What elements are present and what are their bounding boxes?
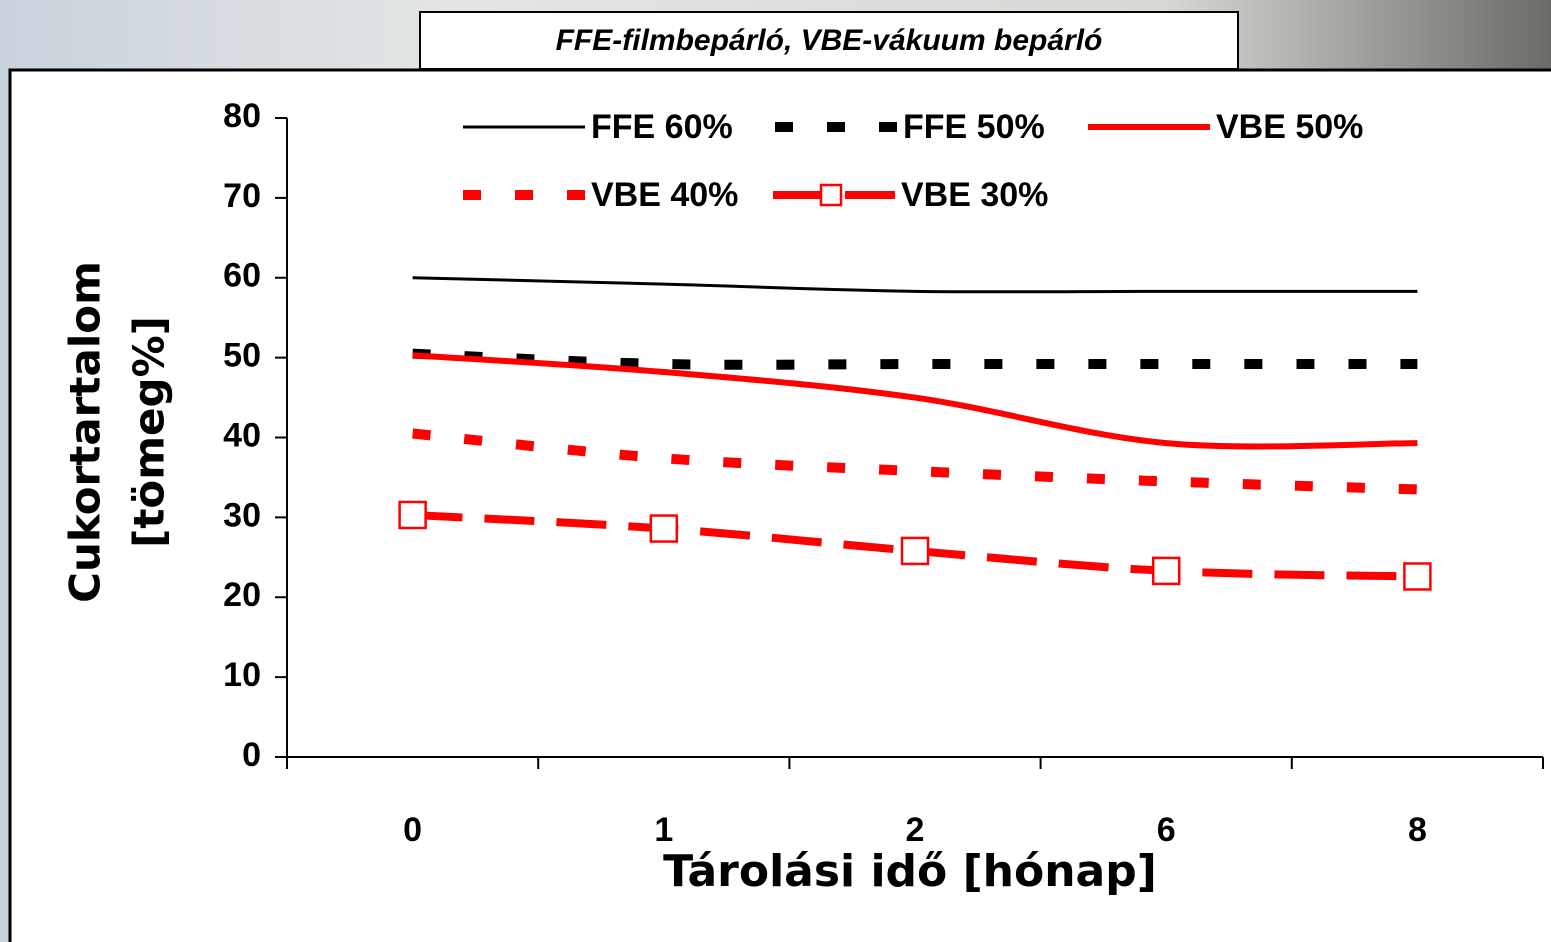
legend-label: VBE 30% (901, 176, 1048, 214)
y-tick-label: 20 (223, 576, 261, 614)
marker (398, 500, 427, 530)
marker (649, 514, 679, 543)
legend-marker (819, 183, 843, 207)
series-line (412, 352, 1418, 450)
x-tick-label: 8 (1408, 811, 1427, 849)
series-line (412, 276, 1418, 294)
marker (1403, 562, 1432, 591)
y-axis-label: Cukortartalom (61, 261, 110, 603)
y-tick-label: 80 (223, 97, 261, 135)
legend-label: VBE 40% (591, 176, 738, 214)
marker (1151, 556, 1181, 586)
x-tick-label: 6 (1157, 811, 1176, 849)
legend-label: VBE 50% (1216, 108, 1363, 146)
legend-label: FFE 50% (903, 108, 1045, 146)
y-axis-label: [tömeg%] (125, 316, 174, 548)
series-line (412, 428, 1418, 495)
x-tick-label: 0 (403, 811, 422, 849)
y-tick-label: 0 (242, 736, 261, 774)
y-tick-label: 60 (223, 257, 261, 295)
title-box (419, 11, 1239, 70)
series-line (412, 510, 1418, 581)
y-tick-label: 70 (223, 177, 261, 215)
series-line (412, 348, 1418, 370)
x-tick-label: 2 (906, 811, 925, 849)
y-tick-label: 30 (223, 496, 261, 534)
plot-frame (8, 68, 1551, 942)
x-tick-label: 1 (654, 811, 673, 849)
legend-label: FFE 60% (591, 108, 733, 146)
y-tick-label: 10 (223, 656, 261, 694)
marker (900, 536, 930, 566)
x-axis-label: Tárolási idő [hónap] (663, 846, 1157, 897)
chart-title: FFE-filmbepárló, VBE-vákuum bepárló (556, 24, 1103, 57)
y-tick-label: 50 (223, 337, 261, 375)
y-tick-label: 40 (223, 416, 261, 454)
